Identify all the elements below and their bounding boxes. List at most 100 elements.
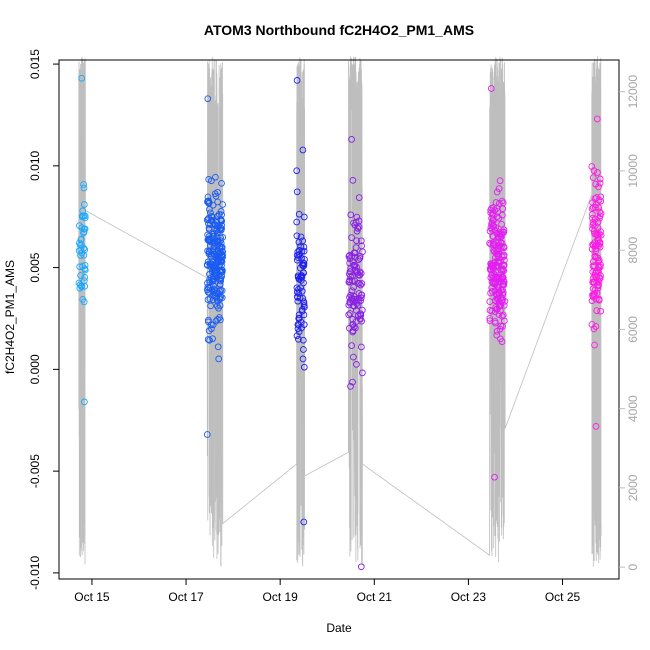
data-point: [590, 167, 598, 174]
data-point: [589, 275, 597, 282]
data-point: [293, 332, 301, 340]
data-point: [218, 262, 225, 269]
data-point: [300, 247, 308, 255]
data-point: [591, 222, 599, 229]
data-point: [589, 218, 597, 226]
y2-tick-label: 6000: [626, 316, 640, 343]
data-point: [76, 281, 84, 289]
data-point: [295, 335, 302, 343]
data-point: [491, 227, 499, 235]
series-4: [345, 136, 366, 571]
data-point: [499, 211, 506, 219]
data-point: [300, 213, 308, 221]
data-point: [295, 247, 303, 254]
data-point: [350, 283, 357, 291]
y2-tick-label: 4000: [626, 395, 640, 422]
data-point: [491, 207, 498, 214]
data-point: [217, 226, 225, 234]
data-point: [204, 258, 212, 266]
data-point: [299, 146, 307, 154]
data-point: [591, 286, 599, 294]
data-point: [358, 280, 366, 287]
data-point: [207, 302, 214, 310]
data-point: [214, 198, 221, 206]
data-point: [300, 363, 308, 371]
data-point: [358, 291, 365, 299]
data-point: [353, 237, 360, 245]
data-point: [357, 237, 365, 245]
data-point: [80, 229, 87, 237]
series-3: [293, 77, 308, 526]
data-point: [204, 288, 212, 296]
y-axis-label: fC2H4O2_PM1_AMS: [3, 260, 17, 374]
data-point: [359, 369, 366, 377]
data-point: [351, 254, 359, 261]
data-point: [354, 302, 362, 309]
data-point: [209, 335, 216, 343]
data-point: [204, 236, 212, 244]
data-point: [499, 291, 507, 299]
data-point: [492, 246, 500, 254]
data-point: [496, 177, 504, 185]
data-point: [486, 315, 494, 322]
y-tick-label: 0.010: [28, 150, 42, 180]
data-point: [81, 274, 89, 281]
data-point: [346, 268, 354, 275]
data-point: [348, 287, 356, 295]
data-point: [501, 297, 509, 305]
data-point: [497, 322, 505, 330]
data-point: [593, 278, 601, 286]
data-point: [350, 323, 358, 331]
data-point: [596, 208, 604, 216]
data-point: [347, 383, 354, 390]
x-tick-label: Oct 25: [545, 590, 581, 604]
data-point: [347, 211, 355, 219]
data-point: [593, 115, 601, 123]
x-tick-label: Oct 17: [168, 590, 204, 604]
data-point: [77, 272, 84, 279]
series-2: [203, 95, 227, 438]
data-point: [499, 311, 507, 319]
data-point: [596, 243, 604, 251]
data-points: [75, 74, 605, 571]
data-point: [589, 278, 597, 286]
data-point: [595, 264, 603, 271]
data-point: [300, 269, 307, 277]
altitude-line: [78, 56, 602, 567]
y2-tick-label: 2000: [626, 474, 640, 501]
data-point: [498, 197, 506, 205]
data-point: [498, 228, 505, 236]
data-point: [355, 194, 363, 201]
data-point: [487, 85, 495, 92]
series-5: [486, 85, 509, 481]
data-point: [592, 254, 600, 261]
data-point: [211, 250, 218, 258]
data-point: [205, 226, 213, 233]
data-point: [595, 257, 602, 265]
data-point: [493, 250, 501, 258]
y2-tick-label: 8000: [626, 236, 640, 263]
data-point: [207, 274, 215, 281]
data-point: [212, 173, 219, 181]
data-point: [348, 136, 355, 143]
data-point: [298, 324, 305, 332]
data-point: [211, 285, 218, 293]
x-tick-label: Oct 15: [74, 590, 110, 604]
data-point: [351, 262, 359, 269]
data-point: [588, 205, 596, 213]
data-point: [500, 302, 508, 309]
data-point: [498, 338, 506, 345]
data-point: [299, 261, 306, 269]
data-point: [300, 298, 308, 306]
data-point: [491, 226, 498, 234]
data-point: [204, 95, 212, 103]
data-point: [300, 346, 307, 353]
data-point: [596, 175, 604, 183]
y2-tick-label: 0: [626, 563, 640, 570]
data-point: [80, 181, 87, 188]
data-point: [353, 213, 361, 221]
data-point: [217, 277, 224, 285]
data-point: [206, 236, 214, 244]
data-point: [294, 325, 302, 333]
